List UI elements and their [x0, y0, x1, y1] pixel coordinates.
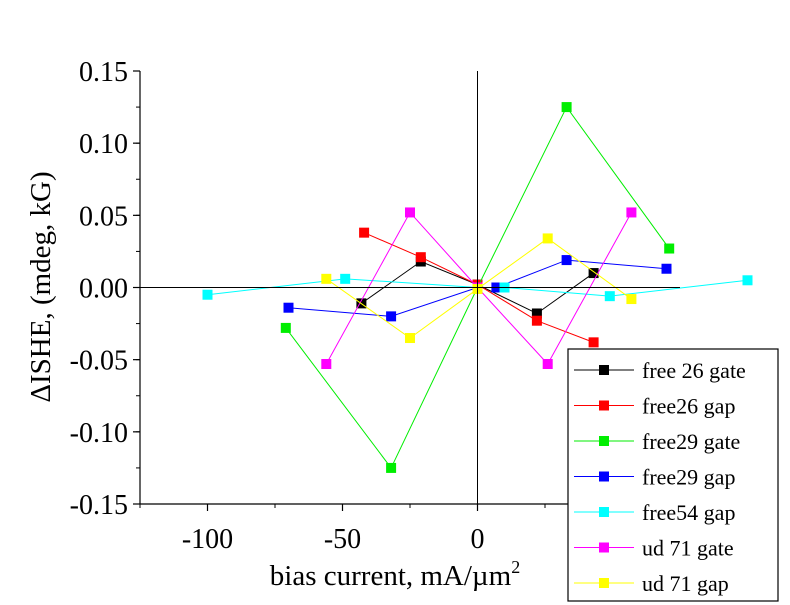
data-point: [386, 462, 397, 473]
data-point: [531, 308, 542, 319]
legend-label: ud 71 gap: [642, 571, 729, 596]
legend-swatch-marker: [599, 578, 609, 588]
x-axis-title: bias current, mA/µm2: [270, 557, 520, 592]
data-point: [531, 315, 542, 326]
y-tick-label: -0.05: [70, 346, 128, 377]
data-point: [664, 243, 675, 254]
data-point: [340, 273, 351, 284]
x-axis-title-superscript: 2: [511, 557, 520, 577]
legend-swatch-marker: [599, 542, 609, 553]
legend-swatch-marker: [599, 400, 609, 411]
data-point: [604, 291, 615, 302]
data-point: [202, 289, 213, 300]
data-point: [386, 311, 397, 322]
data-point: [561, 255, 572, 266]
data-point: [626, 207, 637, 218]
legend: free 26 gate free26 gap free29 gate free29 …: [567, 348, 779, 602]
legend-label: free29 gate: [642, 429, 740, 454]
data-point: [561, 102, 572, 113]
data-point: [588, 337, 599, 348]
data-point: [626, 294, 637, 305]
legend-label: free26 gap: [642, 394, 735, 419]
legend-swatch-marker: [599, 507, 609, 517]
y-tick-label: 0.00: [79, 274, 128, 305]
legend-swatch-marker: [599, 471, 609, 482]
x-tick-label: -50: [324, 524, 361, 555]
data-point: [321, 358, 332, 369]
y-tick-label: 0.15: [79, 57, 128, 88]
data-point: [415, 252, 426, 263]
y-axis-title: ΔISHE, (mdeg, kG): [25, 171, 57, 402]
legend-swatch-marker: [599, 436, 609, 446]
data-point: [405, 207, 415, 218]
legend-label: free29 gap: [642, 465, 735, 490]
y-tick-label: 0.10: [79, 129, 128, 160]
data-point: [661, 263, 672, 274]
y-tick-label: 0.05: [79, 201, 128, 232]
y-tick-label: -0.10: [70, 418, 128, 449]
x-tick-label: 0: [471, 524, 485, 555]
data-point: [359, 227, 370, 238]
data-point: [321, 273, 332, 284]
data-point: [588, 268, 599, 279]
x-tick-label: -100: [182, 524, 233, 555]
data-point: [280, 322, 291, 333]
legend-label: free 26 gate: [642, 358, 746, 383]
y-tick-label: -0.15: [70, 490, 128, 521]
data-point: [742, 275, 753, 286]
legend-label: ud 71 gate: [642, 536, 734, 561]
data-point: [542, 233, 553, 244]
data-point: [405, 333, 415, 344]
data-point: [283, 302, 294, 313]
axes-layer: -0.15-0.10-0.050.000.050.100.15-100-5005…: [70, 57, 681, 555]
data-point: [542, 358, 553, 369]
x-axis-title-main: bias current, mA/µm: [270, 560, 512, 592]
legend-swatch-marker: [599, 365, 609, 375]
legend-label: free54 gap: [642, 500, 735, 525]
